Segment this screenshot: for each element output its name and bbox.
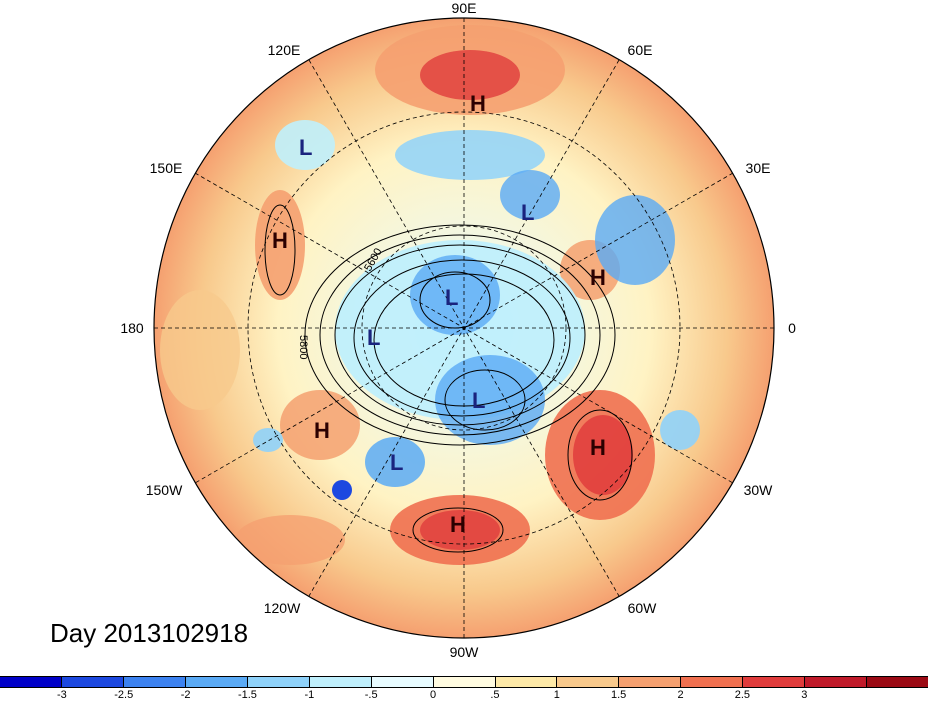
colorbar-tick-label: 1.5: [611, 689, 627, 701]
colorbar-tick-label: 2.5: [734, 689, 751, 701]
colorbar-segment: [0, 677, 62, 687]
colorbar-segment: [433, 677, 496, 687]
centre-h-gulf-of-alaska: H: [314, 418, 330, 443]
colorbar-tick-label: 3: [801, 689, 808, 701]
centre-l-west-pacific: L: [299, 135, 312, 160]
colorbar-tick-label: -1: [304, 689, 315, 701]
colorbar-tick-label: 0: [430, 689, 437, 701]
lon-label-180: 180: [120, 320, 144, 336]
colorbar-segment: [619, 677, 682, 687]
lon-label-30w: 30W: [743, 482, 773, 498]
lon-label-90w: 90W: [449, 644, 479, 660]
centre-h-north-pacific: H: [272, 228, 288, 253]
centre-h-north-atlantic: H: [590, 435, 606, 460]
lon-label-120w: 120W: [263, 600, 301, 616]
colorbar-segment: [309, 677, 372, 687]
map-boundary: [153, 17, 775, 639]
colorbar-tick-label: 1: [553, 689, 560, 701]
lon-label-0: 0: [788, 320, 796, 336]
graticule: [154, 18, 774, 638]
colorbar-tick-label: .5: [490, 689, 500, 701]
colorbar-tick-label: 2: [677, 689, 684, 701]
colorbar-segment: [867, 677, 928, 687]
centre-l-north-pole-pacific: L: [367, 325, 380, 350]
colorbar-segment: [495, 677, 558, 687]
lon-label-150e: 150E: [149, 160, 183, 176]
colorbar-segment: [557, 677, 620, 687]
colorbar-segment: [185, 677, 248, 687]
lon-label-30e: 30E: [745, 160, 771, 176]
colorbar-tick-label: -.5: [364, 689, 378, 701]
colorbar-tick-label: -3: [56, 689, 67, 701]
colorbar-segment: [681, 677, 744, 687]
colorbar-tick-label: -2.5: [114, 689, 134, 701]
lon-label-90e: 90E: [451, 0, 477, 16]
colorbar-segment: [371, 677, 434, 687]
colorbar-segment: [247, 677, 310, 687]
lon-label-120e: 120E: [267, 42, 301, 58]
centre-l-east-siberia: L: [445, 285, 458, 310]
centre-l-canadian-arctic: L: [472, 388, 485, 413]
colorbar-segment: [743, 677, 806, 687]
colorbar-segment: [61, 677, 124, 687]
centre-h-gulf-of-mexico: H: [450, 512, 466, 537]
colorbar-tick-label: -1.5: [237, 689, 257, 701]
colorbar-tick-label: -2: [180, 689, 191, 701]
lon-label-60e: 60E: [627, 42, 653, 58]
centre-h-central-asia: H: [470, 91, 486, 116]
colorbar-segment: [123, 677, 186, 687]
day-label: Day 2013102918: [50, 618, 249, 648]
centre-h-scandinavia: H: [590, 265, 606, 290]
centre-l-north-america: L: [390, 450, 403, 475]
colorbar: [0, 676, 928, 688]
contour-label-5800: 5800: [297, 335, 309, 359]
centre-l-kara-sea: L: [521, 200, 534, 225]
lon-label-150w: 150W: [145, 482, 183, 498]
pressure-centres: H L H L L L L H L H H H: [272, 91, 606, 537]
lon-label-60w: 60W: [627, 600, 657, 616]
colorbar-segment: [805, 677, 868, 687]
